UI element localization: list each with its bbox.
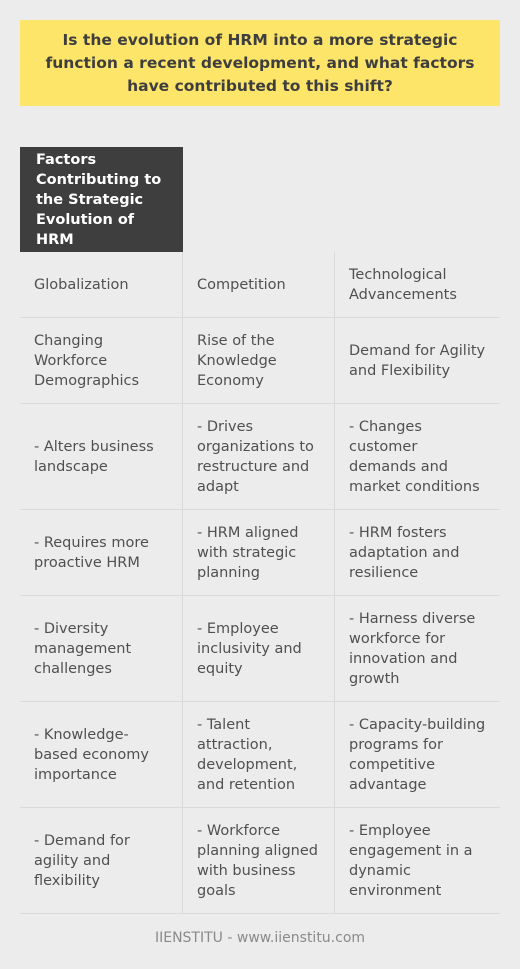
table-cell: - Changes customer demands and market co… [349, 418, 480, 495]
table-row: - Knowledge-based economy importance - T… [20, 702, 500, 808]
factors-table: Factors Contributing to the Strategic Ev… [20, 147, 500, 914]
table-cell: Demand for Agility and Flexibility [349, 342, 486, 379]
table-cell: Technological Advancements [349, 266, 457, 303]
table-cell: - HRM fosters adaptation and resilience [349, 524, 460, 581]
table-row: - Demand for agility and flexibility - W… [20, 808, 500, 914]
table-header-row: Factors Contributing to the Strategic Ev… [20, 147, 500, 252]
table-row: Globalization Competition Technological … [20, 252, 500, 318]
table-cell: - Employee inclusivity and equity [183, 596, 335, 701]
table-row: - Alters business landscape - Drives org… [20, 404, 500, 510]
table-cell: - Workforce planning aligned with busine… [183, 808, 335, 913]
table-cell: Competition [183, 252, 335, 317]
table-cell: - Talent attraction, development, and re… [183, 702, 335, 807]
footer-credit: IIENSTITU - www.iienstitu.com [154, 930, 366, 946]
table-cell: - Requires more proactive HRM [20, 510, 183, 595]
table-cell: - Alters business landscape [20, 404, 183, 509]
table-cell: - Capacity-building programs for competi… [349, 716, 486, 793]
question-banner: Is the evolution of HRM into a more stra… [20, 20, 500, 106]
table-cell: - Drives organizations to restructure an… [183, 404, 335, 509]
table-cell: - Employee engagement in a dynamic envir… [349, 822, 473, 899]
table-row: - Diversity management challenges - Empl… [20, 596, 500, 702]
table-cell: - HRM aligned with strategic planning [183, 510, 335, 595]
table-cell: Globalization [20, 252, 183, 317]
table-row: - Requires more proactive HRM - HRM alig… [20, 510, 500, 596]
table-row: Changing Workforce Demographics Rise of … [20, 318, 500, 404]
table-cell: - Diversity management challenges [20, 596, 183, 701]
table-cell: - Knowledge-based economy importance [20, 702, 183, 807]
table-cell: - Demand for agility and flexibility [20, 808, 183, 913]
question-text: Is the evolution of HRM into a more stra… [45, 30, 475, 95]
table-cell: Changing Workforce Demographics [20, 318, 183, 403]
table-cell: - Harness diverse workforce for innovati… [349, 610, 476, 687]
table-header: Factors Contributing to the Strategic Ev… [20, 147, 183, 252]
table-cell: Rise of the Knowledge Economy [183, 318, 335, 403]
